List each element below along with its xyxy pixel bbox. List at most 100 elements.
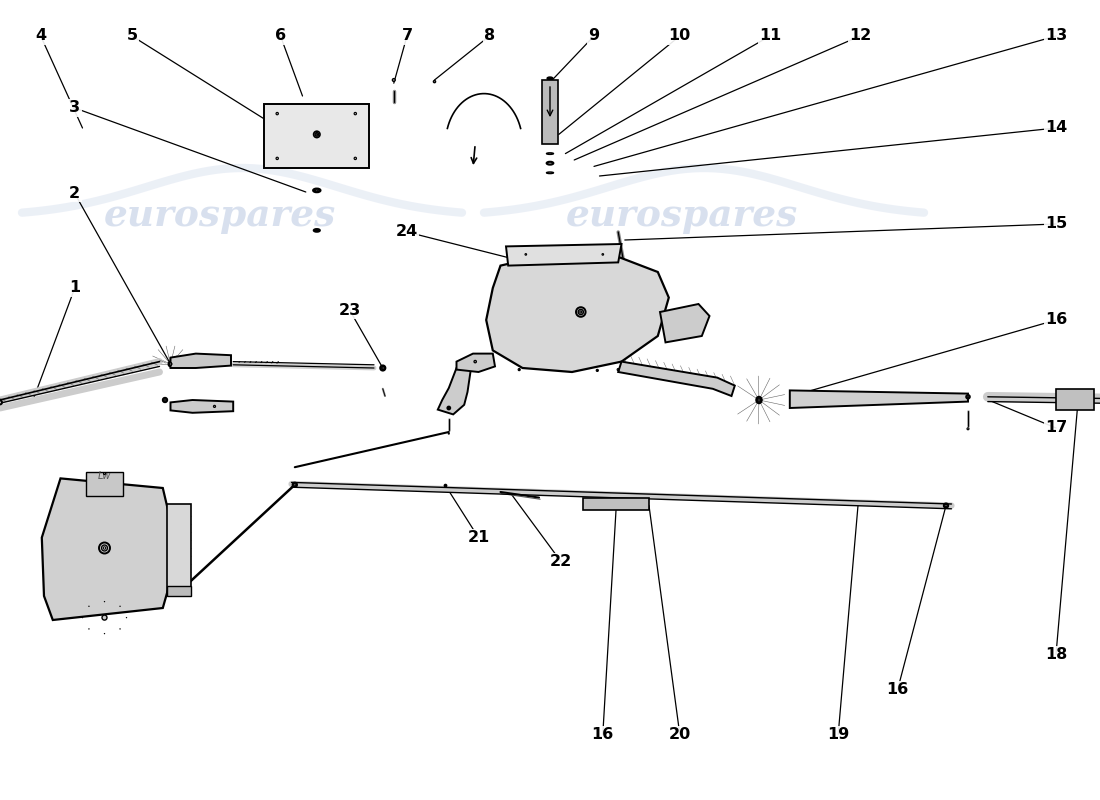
Ellipse shape <box>548 78 552 79</box>
Circle shape <box>518 369 520 370</box>
Text: 14: 14 <box>1045 121 1067 135</box>
Text: 3: 3 <box>69 101 80 115</box>
Text: 21: 21 <box>468 530 490 545</box>
Circle shape <box>576 307 585 317</box>
Ellipse shape <box>314 229 320 232</box>
Polygon shape <box>438 368 471 414</box>
Text: 7: 7 <box>402 29 412 43</box>
Ellipse shape <box>547 162 553 165</box>
Text: 20: 20 <box>669 727 691 742</box>
Circle shape <box>381 366 385 370</box>
Bar <box>167 586 191 596</box>
Text: 16: 16 <box>592 727 614 742</box>
Bar <box>583 498 649 510</box>
Ellipse shape <box>314 189 320 192</box>
Text: 15: 15 <box>1045 217 1067 231</box>
Bar <box>542 80 558 144</box>
Bar <box>86 472 123 496</box>
Circle shape <box>433 81 436 82</box>
Text: 6: 6 <box>275 29 286 43</box>
Polygon shape <box>790 390 968 408</box>
Circle shape <box>103 473 106 474</box>
Polygon shape <box>456 354 495 372</box>
Text: Lw: Lw <box>98 471 111 481</box>
Circle shape <box>316 134 318 135</box>
Circle shape <box>967 396 969 398</box>
Text: 17: 17 <box>1045 421 1067 435</box>
Circle shape <box>758 399 760 402</box>
Polygon shape <box>170 354 231 368</box>
Circle shape <box>382 367 384 369</box>
Circle shape <box>99 542 110 554</box>
Circle shape <box>354 112 356 115</box>
Ellipse shape <box>757 398 761 402</box>
Text: 12: 12 <box>849 29 871 43</box>
Circle shape <box>0 400 2 405</box>
Circle shape <box>213 406 216 407</box>
Text: 16: 16 <box>887 682 909 697</box>
Text: 18: 18 <box>1045 647 1067 662</box>
Text: eurospares: eurospares <box>103 198 337 234</box>
Circle shape <box>382 366 384 370</box>
Polygon shape <box>618 362 735 396</box>
Text: 4: 4 <box>35 29 46 43</box>
Text: 16: 16 <box>1045 313 1067 327</box>
Polygon shape <box>42 478 178 620</box>
Circle shape <box>579 310 583 314</box>
Circle shape <box>444 484 447 486</box>
Circle shape <box>163 398 167 402</box>
Circle shape <box>393 78 395 82</box>
Ellipse shape <box>168 362 173 366</box>
Circle shape <box>354 157 356 160</box>
Circle shape <box>164 399 166 402</box>
Circle shape <box>169 362 172 365</box>
Circle shape <box>315 133 319 136</box>
Text: 2: 2 <box>69 186 80 201</box>
Circle shape <box>966 395 970 398</box>
Circle shape <box>596 370 598 371</box>
Circle shape <box>580 311 582 313</box>
Circle shape <box>103 547 106 549</box>
Polygon shape <box>170 400 233 413</box>
Text: 13: 13 <box>1045 29 1067 43</box>
Circle shape <box>293 482 297 487</box>
Text: 8: 8 <box>484 29 495 43</box>
Circle shape <box>525 254 527 255</box>
Ellipse shape <box>547 172 553 174</box>
Circle shape <box>102 615 107 620</box>
Circle shape <box>945 505 947 507</box>
Ellipse shape <box>169 362 172 366</box>
Circle shape <box>102 482 107 486</box>
Ellipse shape <box>548 162 552 164</box>
Text: 9: 9 <box>588 29 600 43</box>
Text: 24: 24 <box>396 225 418 239</box>
Polygon shape <box>486 254 669 372</box>
Ellipse shape <box>547 153 553 154</box>
Ellipse shape <box>549 78 551 79</box>
Circle shape <box>602 254 604 255</box>
Circle shape <box>448 406 450 410</box>
Circle shape <box>448 407 450 409</box>
Polygon shape <box>506 244 621 266</box>
Ellipse shape <box>757 397 761 403</box>
Ellipse shape <box>315 230 319 231</box>
Polygon shape <box>264 104 368 168</box>
Ellipse shape <box>316 190 318 191</box>
Text: 1: 1 <box>69 281 80 295</box>
Circle shape <box>276 112 278 115</box>
Text: 5: 5 <box>126 29 138 43</box>
Circle shape <box>294 483 296 486</box>
Circle shape <box>448 433 450 434</box>
Text: 19: 19 <box>827 727 849 742</box>
Text: 11: 11 <box>759 29 781 43</box>
Bar <box>167 504 191 592</box>
Circle shape <box>276 157 278 160</box>
Circle shape <box>474 360 476 362</box>
Text: eurospares: eurospares <box>565 198 799 234</box>
Bar <box>1056 389 1094 410</box>
Text: 23: 23 <box>339 303 361 318</box>
Circle shape <box>617 369 619 370</box>
Circle shape <box>944 503 948 508</box>
Circle shape <box>314 131 320 138</box>
Circle shape <box>967 428 969 430</box>
